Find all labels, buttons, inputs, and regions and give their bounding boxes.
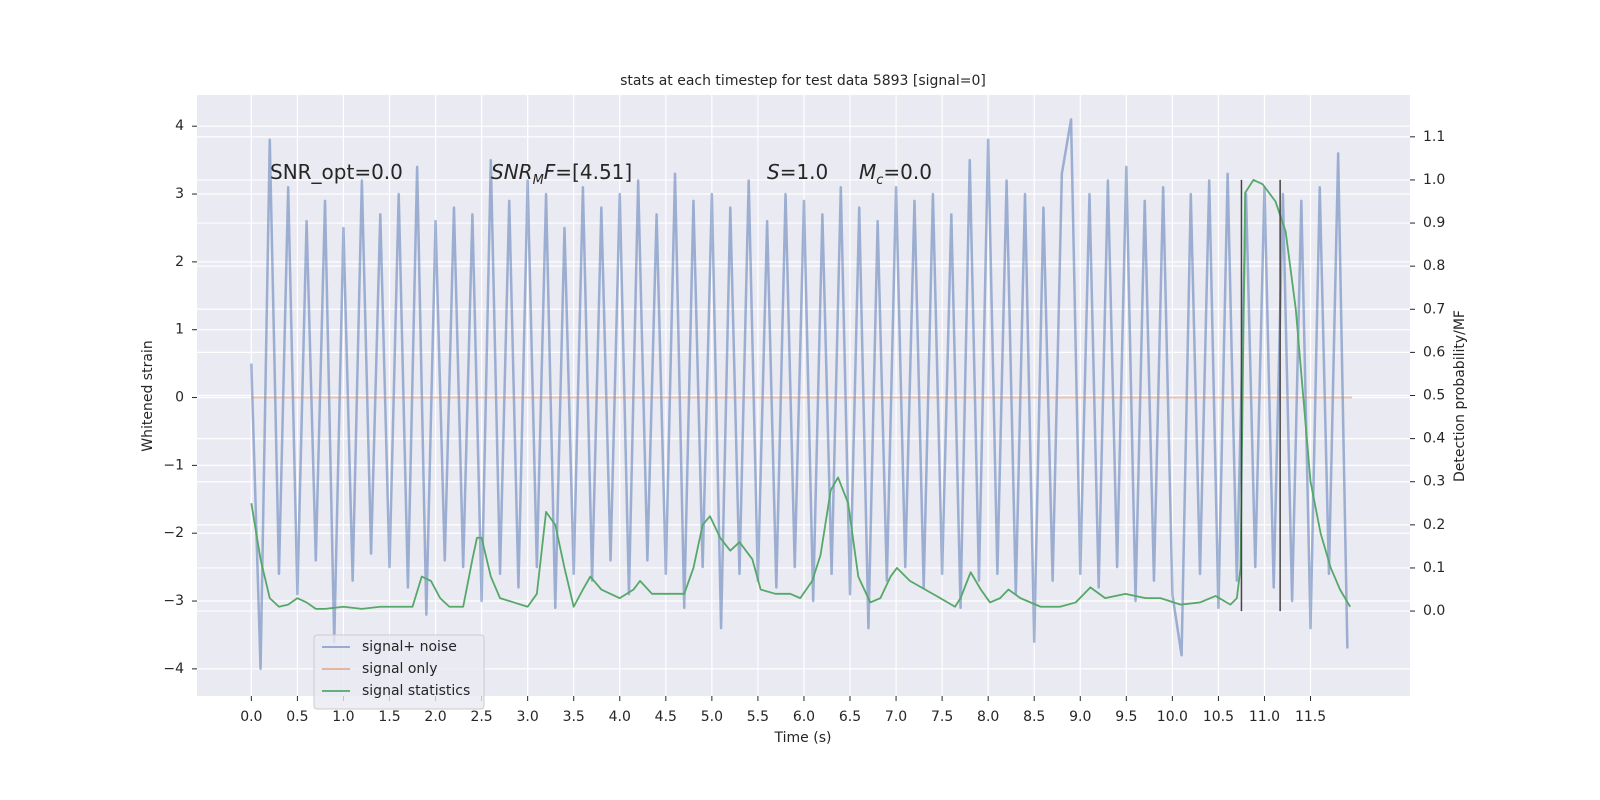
y2-tick-label: 0.7 <box>1423 301 1445 317</box>
annotation: SNRMF=[4.51] <box>491 160 632 189</box>
x-tick-label: 10.0 <box>1157 709 1188 725</box>
x-tick-label: 2.0 <box>424 709 446 725</box>
x-tick-label: 1.5 <box>378 709 400 725</box>
x-tick-label: 2.5 <box>470 709 492 725</box>
annotation-part: F <box>544 160 556 184</box>
y2-tick-label: 1.0 <box>1423 172 1445 188</box>
y2-axis-label: Detection probability/MF <box>1452 310 1468 482</box>
y2-tick-label: 0.3 <box>1423 474 1445 490</box>
legend-label: signal+ noise <box>362 639 457 655</box>
y2-tick-label: 0.4 <box>1423 431 1445 447</box>
y-tick-label: −3 <box>163 593 184 609</box>
legend-label: signal only <box>362 661 437 677</box>
annotation-part: SNR_opt=0.0 <box>270 160 403 184</box>
y2-tick-label: 0.8 <box>1423 258 1445 274</box>
x-tick-label: 0.0 <box>240 709 262 725</box>
y2-tick-label: 0.1 <box>1423 560 1445 576</box>
y-tick-label: 4 <box>175 118 184 134</box>
x-tick-label: 4.0 <box>609 709 631 725</box>
y-tick-label: −4 <box>163 661 184 677</box>
x-tick-label: 5.0 <box>701 709 723 725</box>
x-tick-label: 8.5 <box>1023 709 1045 725</box>
x-tick-label: 1.0 <box>332 709 354 725</box>
y-tick-label: 1 <box>175 322 184 338</box>
x-tick-label: 5.5 <box>747 709 769 725</box>
series-line <box>250 118 1349 671</box>
x-tick-label: 3.0 <box>517 709 539 725</box>
y-tick-label: 3 <box>175 186 184 202</box>
chart-title: stats at each timestep for test data 589… <box>620 73 986 89</box>
x-axis-label: Time (s) <box>774 730 832 746</box>
annotation-part: c <box>876 173 883 188</box>
x-tick-label: 9.0 <box>1069 709 1091 725</box>
x-tick-label: 10.5 <box>1203 709 1234 725</box>
legend-label: signal statistics <box>362 683 470 699</box>
x-tick-label: 3.5 <box>563 709 585 725</box>
y2-tick-label: 0.2 <box>1423 517 1445 533</box>
annotation: S=1.0 <box>767 160 828 184</box>
annotation: Mc=0.0 <box>859 160 932 189</box>
x-tick-label: 7.0 <box>885 709 907 725</box>
y2-tick-label: 0.5 <box>1423 388 1445 404</box>
x-tick-label: 7.5 <box>931 709 953 725</box>
x-tick-label: 9.5 <box>1115 709 1137 725</box>
annotation-part: SNR <box>491 160 533 184</box>
x-tick-label: 11.0 <box>1249 709 1280 725</box>
y-axis-label: Whitened strain <box>140 340 156 451</box>
x-tick-label: 4.5 <box>655 709 677 725</box>
x-tick-label: 6.5 <box>839 709 861 725</box>
annotation-part: M <box>533 173 544 188</box>
y2-tick-label: 1.1 <box>1423 129 1445 145</box>
y2-tick-label: 0.0 <box>1423 603 1445 619</box>
annotation: SNR_opt=0.0 <box>270 160 403 184</box>
annotation-part: =1.0 <box>780 160 829 184</box>
y-tick-label: −2 <box>163 525 184 541</box>
annotation-part: =0.0 <box>883 160 932 184</box>
annotation-part: =[4.51] <box>555 160 632 184</box>
y2-tick-label: 0.9 <box>1423 215 1445 231</box>
x-tick-label: 11.5 <box>1295 709 1326 725</box>
y-tick-label: 0 <box>175 390 184 406</box>
x-tick-label: 6.0 <box>793 709 815 725</box>
y2-tick-label: 0.6 <box>1423 344 1445 360</box>
y-tick-label: 2 <box>175 254 184 270</box>
y-tick-label: −1 <box>163 457 184 473</box>
annotation-part: M <box>859 160 876 184</box>
x-tick-label: 8.0 <box>977 709 999 725</box>
legend-box <box>313 634 485 710</box>
annotation-part: S <box>767 160 780 184</box>
x-tick-label: 0.5 <box>286 709 308 725</box>
series-line <box>250 179 1351 610</box>
